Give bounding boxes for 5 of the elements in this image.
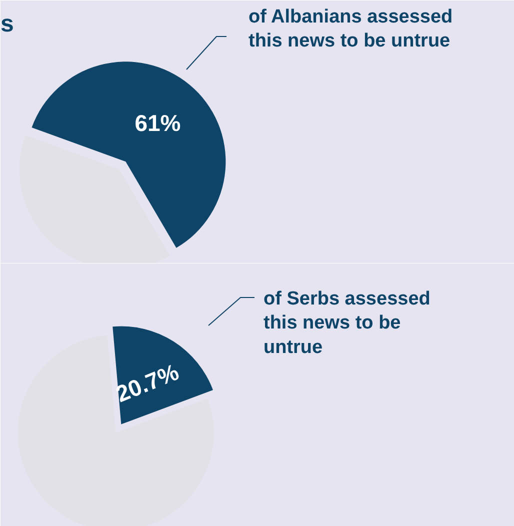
- text: of Serbs assessed this news to be untrue: [264, 288, 430, 358]
- chart-title: s: [0, 10, 14, 38]
- text: of Albanians assessed this news to be untrue: [248, 6, 453, 52]
- data-label: 20.7%: [112, 358, 182, 408]
- data-label: 61%: [134, 110, 181, 136]
